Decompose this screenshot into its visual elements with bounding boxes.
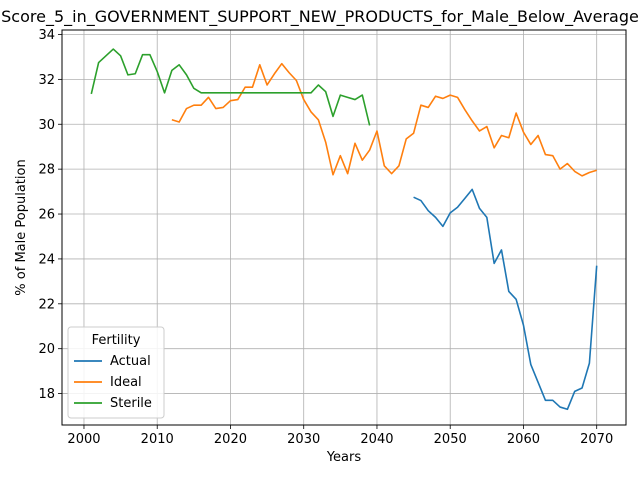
y-axis-label: % of Male Population [14,159,29,295]
x-tick-label: 2020 [214,432,247,447]
y-tick-label: 20 [38,342,55,357]
x-tick-label: 2050 [434,432,467,447]
x-tick-label: 2000 [67,432,100,447]
y-tick-label: 24 [38,252,55,267]
y-tick-label: 34 [38,28,55,43]
x-axis: 2000 2010 2020 2030 2040 2050 2060 2070 [67,425,613,447]
x-tick-label: 2030 [287,432,320,447]
legend-title: Fertility [92,333,141,348]
y-tick-label: 18 [38,387,55,402]
legend-label-actual: Actual [110,354,151,369]
legend-box [67,326,165,419]
series-line-sterile [90,48,371,126]
x-tick-label: 2010 [141,432,174,447]
y-tick-label: 32 [38,73,55,88]
x-tick-label: 2060 [507,432,540,447]
plot-frame [61,29,627,426]
x-tick-label: 2040 [360,432,393,447]
y-tick-label: 22 [38,297,55,312]
legend-label-ideal: Ideal [110,375,142,390]
y-tick-label: 30 [38,118,55,133]
x-tick-label: 2070 [580,432,613,447]
series-layer [90,48,598,411]
legend: Fertility Actual Ideal Sterile [67,326,165,419]
series-line-actual [413,188,598,411]
y-axis: 18 20 22 24 26 28 30 32 34 [38,28,62,402]
x-axis-label: Years [326,450,362,465]
legend-label-sterile: Sterile [110,396,152,411]
y-tick-label: 26 [38,208,55,223]
series-line-ideal [171,62,597,177]
y-tick-label: 28 [38,163,55,178]
chart-title: Score_5_in_GOVERNMENT_SUPPORT_NEW_PRODUC… [1,7,639,27]
